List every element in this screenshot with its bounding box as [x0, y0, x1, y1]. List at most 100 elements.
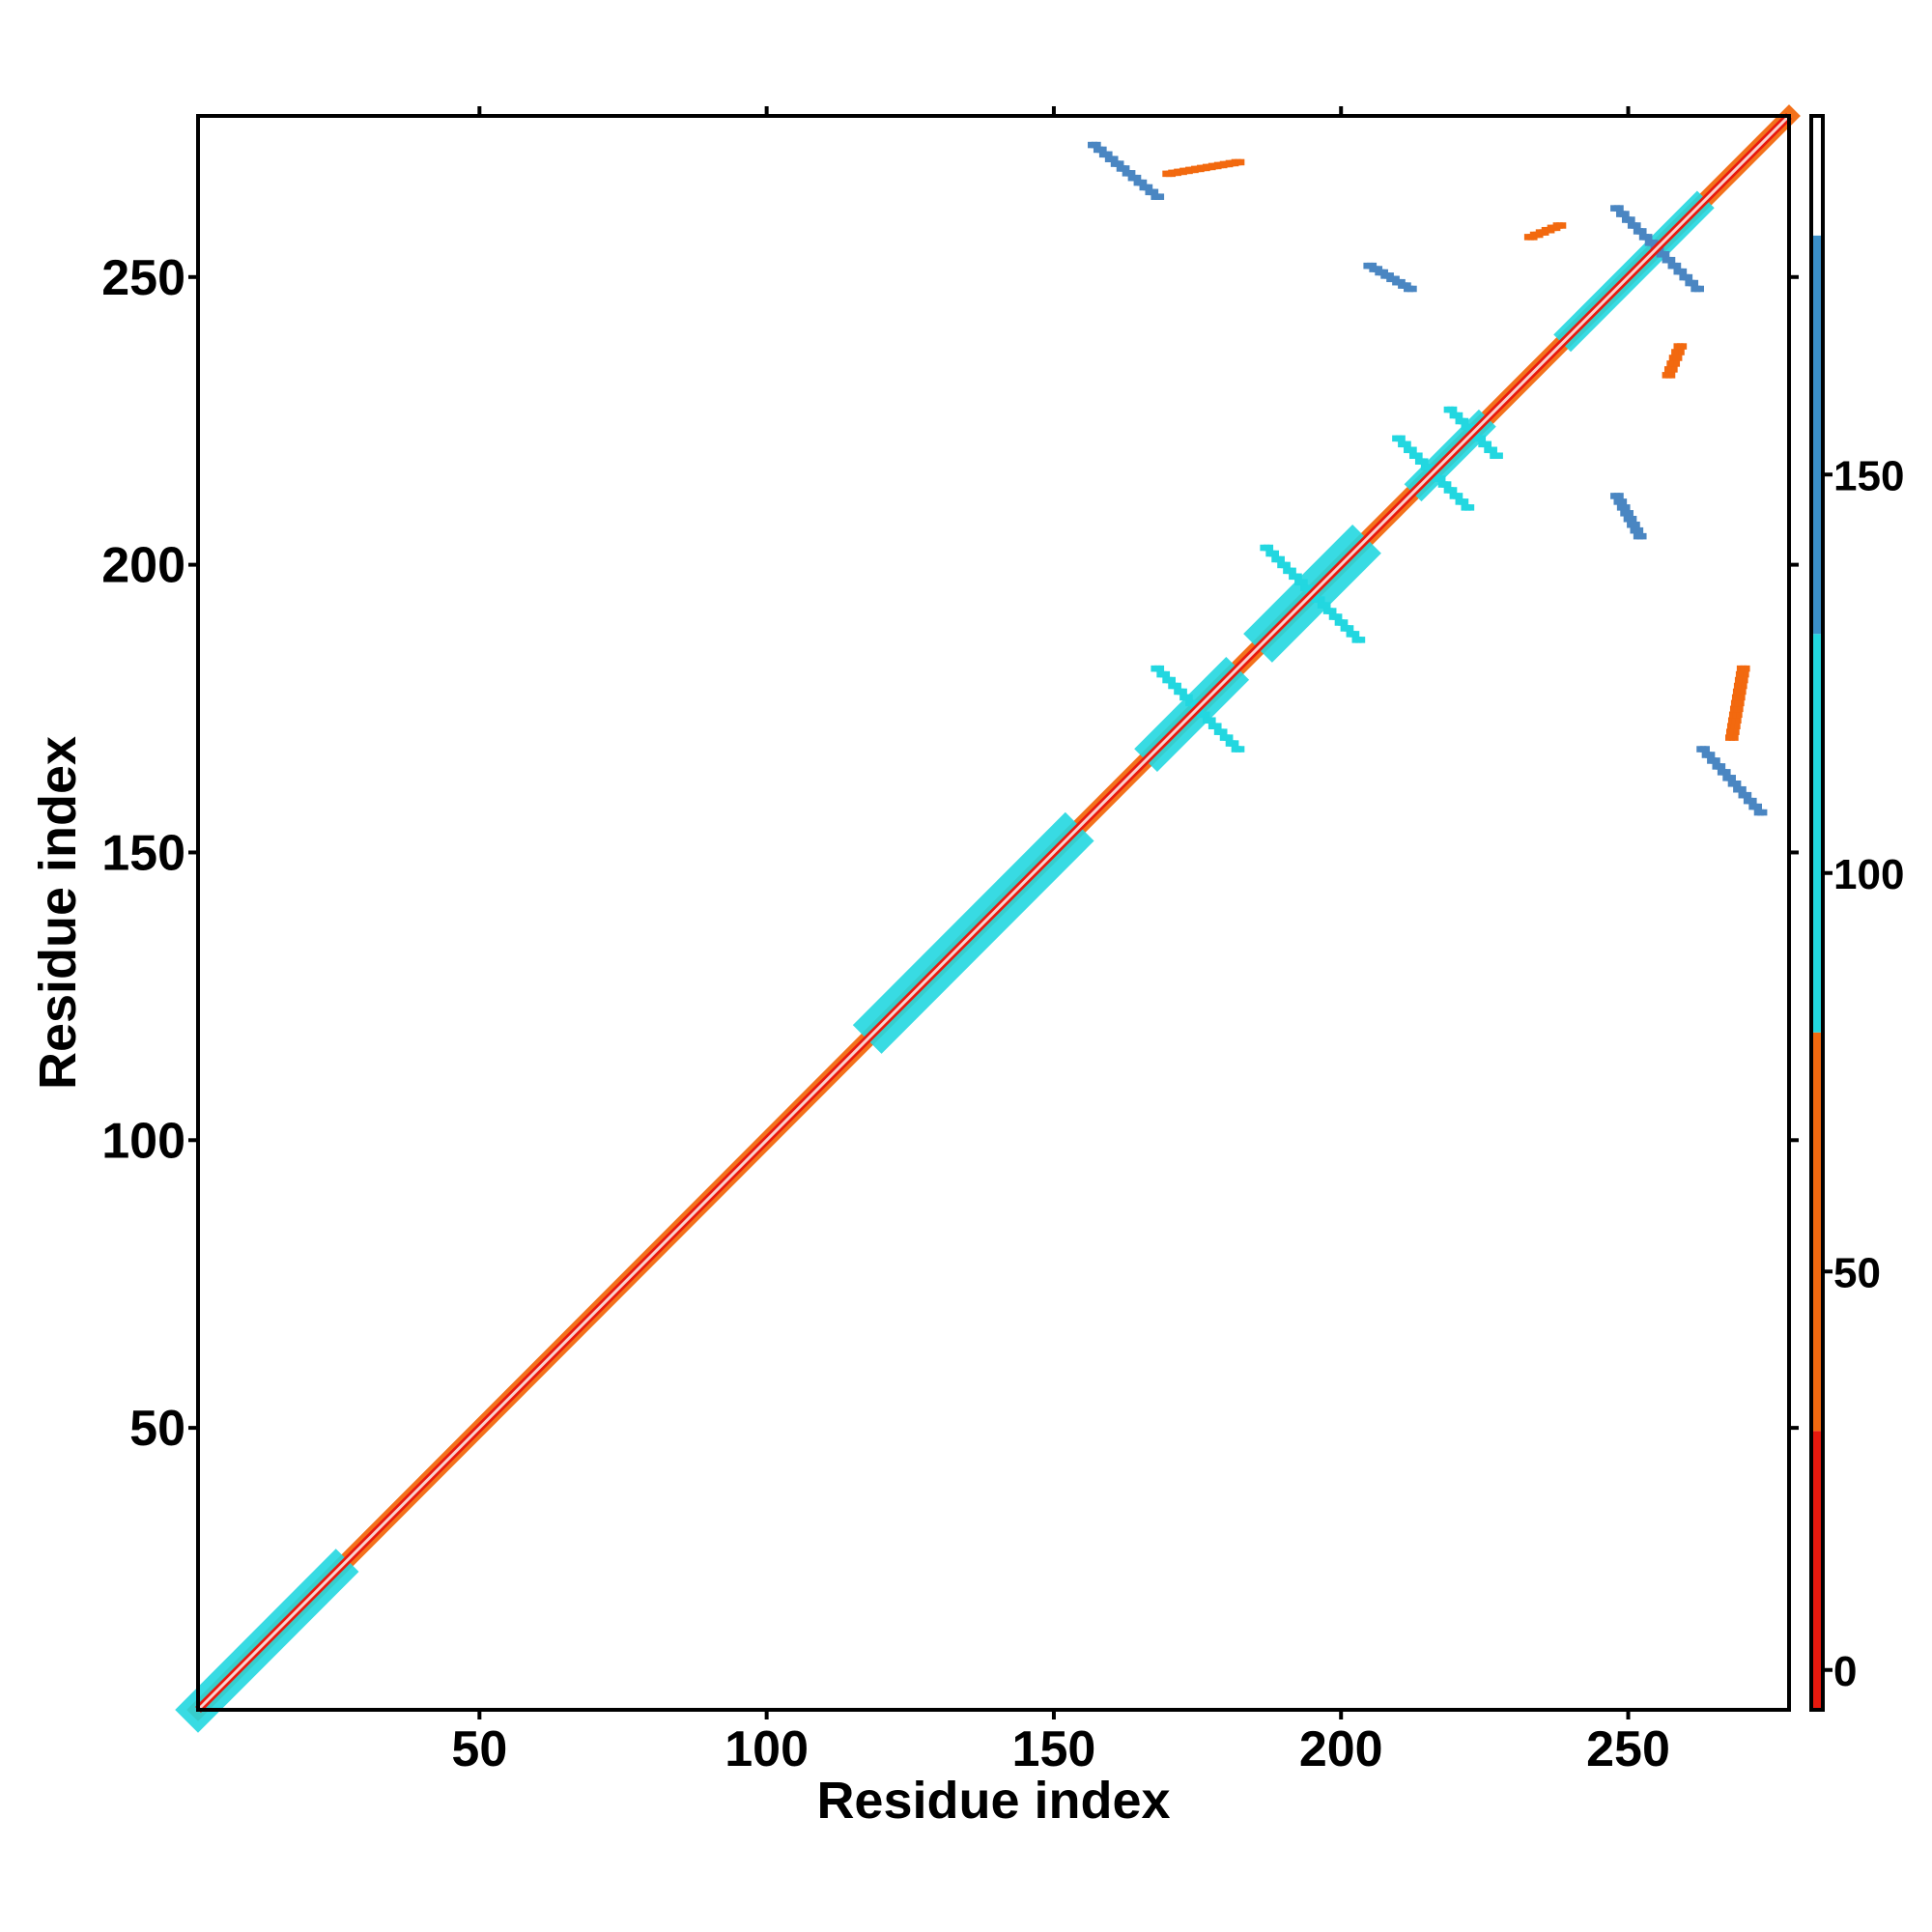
- contact-cell: [1737, 682, 1745, 690]
- contact-cell: [1311, 596, 1319, 603]
- contact-cell: [1757, 809, 1764, 816]
- contact-cell: [1679, 273, 1686, 281]
- contact-cell: [1110, 160, 1118, 167]
- contact-cell: [1674, 262, 1682, 270]
- contact-cell: [1322, 608, 1330, 614]
- contact-cell: [1399, 435, 1406, 442]
- contact-cell: [1405, 282, 1411, 289]
- contact-cell: [1733, 785, 1740, 793]
- contact-cell: [1093, 146, 1100, 154]
- contact-cell: [1226, 734, 1234, 741]
- colorbar-band: [1811, 235, 1823, 635]
- contact-cell: [1535, 229, 1543, 236]
- contact-cell: [1731, 694, 1739, 701]
- contact-cell: [1169, 676, 1176, 684]
- contact-cell: [1640, 532, 1647, 540]
- contact-cell: [1485, 440, 1492, 448]
- contact-cell: [1730, 699, 1738, 707]
- contact-cell: [1127, 174, 1135, 182]
- contact-cell: [1621, 216, 1629, 223]
- contact-cell: [1165, 676, 1173, 684]
- contact-cell: [1624, 504, 1631, 511]
- contact-cell: [1363, 262, 1370, 270]
- contact-cell: [1286, 567, 1293, 575]
- contact-cell: [1096, 146, 1104, 154]
- contact-cell: [1335, 613, 1343, 620]
- contact-cell: [1523, 234, 1531, 241]
- x-tick-label: 250: [1586, 1721, 1670, 1777]
- contact-cell: [1283, 567, 1290, 575]
- contact-cell: [1627, 515, 1634, 523]
- contact-cell: [1157, 665, 1165, 672]
- contact-cell: [1295, 573, 1302, 581]
- contact-cell: [1747, 797, 1754, 805]
- contact-cell: [1556, 222, 1563, 229]
- contact-cell: [1392, 278, 1399, 286]
- contact-cell: [1098, 151, 1106, 158]
- contact-cell: [1735, 694, 1743, 701]
- contact-cell: [1369, 266, 1376, 272]
- contact-cell: [1443, 406, 1451, 413]
- contact-cell: [1660, 250, 1666, 258]
- contact-cell: [1738, 676, 1746, 684]
- contact-cell: [1231, 746, 1238, 753]
- contact-cell: [1326, 608, 1333, 614]
- contact-cell: [1712, 763, 1719, 770]
- contact-cell: [1724, 769, 1731, 776]
- contact-cell: [1680, 268, 1688, 275]
- contact-cell: [1265, 550, 1272, 557]
- contact-cell: [1297, 579, 1305, 586]
- contact-cell: [1636, 526, 1644, 534]
- contact-cell: [1677, 343, 1684, 350]
- contact-cell: [1743, 797, 1750, 805]
- contact-cell: [1418, 458, 1426, 465]
- contact-cell: [1131, 174, 1138, 182]
- y-axis-title: Residue index: [29, 736, 87, 1090]
- contact-cell: [1202, 163, 1209, 171]
- contact-cell: [1174, 688, 1180, 696]
- contact-cell: [1552, 222, 1560, 229]
- contact-cell: [1462, 417, 1469, 425]
- contact-cell: [1613, 493, 1621, 499]
- contact-cell: [1401, 282, 1408, 289]
- contact-cell: [1151, 193, 1157, 200]
- contact-cell: [1398, 440, 1405, 448]
- contact-cell: [1613, 498, 1621, 505]
- contact-cell: [1735, 717, 1742, 724]
- contact-cell: [1496, 452, 1503, 460]
- contact-cell: [1730, 723, 1738, 729]
- contact-cell: [1453, 412, 1460, 419]
- contact-cell: [1211, 723, 1218, 729]
- contact-cell: [1755, 803, 1763, 810]
- contact-cell: [1623, 510, 1631, 517]
- plot-frame: [196, 114, 1791, 1712]
- contact-cell: [1760, 809, 1768, 816]
- contact-cell: [1395, 278, 1403, 286]
- contact-cell: [1731, 781, 1738, 787]
- contact-cell: [1116, 165, 1123, 172]
- contact-cell: [1478, 440, 1485, 448]
- contact-cell: [1729, 775, 1736, 781]
- contact-cell: [1701, 752, 1709, 758]
- contact-cell: [1610, 205, 1617, 212]
- contact-cell: [1732, 688, 1740, 696]
- contact-cell: [1338, 619, 1345, 626]
- colorbar-tick-label: 100: [1833, 851, 1904, 898]
- contact-cell: [1481, 440, 1489, 448]
- contact-cell: [1708, 752, 1716, 758]
- contact-cell: [1111, 156, 1119, 162]
- contact-cell: [1714, 757, 1720, 764]
- contact-cell: [1617, 493, 1624, 499]
- contact-cell: [1404, 446, 1410, 454]
- contact-cell: [1613, 205, 1621, 212]
- contact-cell: [1351, 637, 1359, 643]
- contact-cell: [1662, 250, 1670, 258]
- contact-cell: [1455, 498, 1463, 505]
- contact-cell: [1467, 423, 1475, 431]
- y-axis: 50 100 150 200 250: [101, 250, 1799, 1457]
- contact-cell: [1459, 417, 1465, 425]
- contact-cell: [1443, 487, 1451, 494]
- contact-cell: [1674, 349, 1682, 355]
- contact-cell: [1667, 366, 1675, 373]
- contact-cell: [1162, 170, 1169, 178]
